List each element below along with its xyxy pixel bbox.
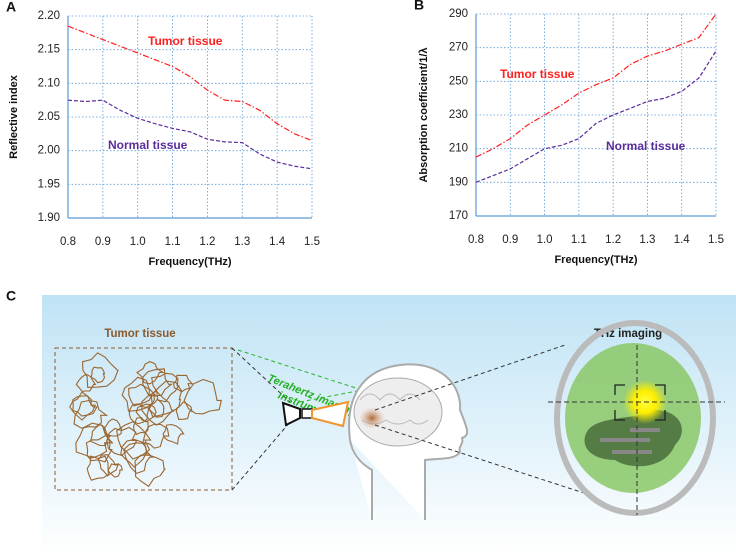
x-tick-label: 1.2: [605, 234, 621, 246]
target-bracket: [614, 384, 666, 421]
tissue-image: [600, 428, 660, 454]
x-tick-label: 1.5: [708, 234, 724, 246]
x-axis-label: Frequency(THz): [554, 254, 637, 266]
link-line: [374, 424, 591, 496]
cell: [136, 360, 165, 385]
panel-letter: A: [6, 0, 16, 15]
x-tick-label: 0.8: [468, 234, 484, 246]
cell: [106, 426, 138, 457]
y-tick-label: 230: [449, 109, 468, 121]
cell: [69, 391, 98, 421]
cell: [142, 368, 173, 397]
x-tick-label: 0.9: [502, 234, 518, 246]
cell: [123, 442, 154, 475]
series-label: Normal tissue: [108, 138, 188, 152]
tumor-label: Tumor tissue: [104, 328, 175, 340]
x-tick-label: 1.0: [537, 234, 553, 246]
y-tick-label: 170: [449, 210, 468, 222]
instrument: [311, 400, 350, 428]
series-line: [67, 25, 313, 142]
cell: [97, 454, 119, 477]
tumor-spot: [359, 407, 385, 429]
beam-line: [237, 349, 363, 391]
cell: [116, 421, 152, 460]
link-line: [231, 421, 291, 491]
cell: [183, 378, 222, 415]
instrument: [281, 401, 301, 427]
cell: [75, 373, 97, 392]
y-tick-label: 210: [449, 143, 468, 155]
x-tick-label: 1.0: [130, 236, 146, 248]
link-line: [231, 347, 291, 403]
series-line: [475, 50, 717, 183]
cell: [89, 423, 112, 447]
tissue-box: [54, 347, 233, 491]
y-tick-label: 2.20: [38, 10, 60, 22]
x-tick-label: 1.5: [304, 236, 320, 248]
y-tick-label: 270: [449, 42, 468, 54]
cell: [142, 423, 170, 449]
x-tick-label: 1.3: [639, 234, 655, 246]
x-tick-label: 1.3: [234, 236, 250, 248]
skull-ring: [554, 320, 716, 516]
cell: [107, 463, 124, 478]
x-tick-label: 1.4: [674, 234, 691, 246]
cell: [134, 454, 166, 488]
x-tick-label: 1.2: [199, 236, 215, 248]
cell: [86, 455, 109, 481]
x-axis-label: Frequency(THz): [148, 256, 231, 268]
brain: [353, 377, 443, 447]
y-tick-label: 190: [449, 176, 468, 188]
instrument: [301, 408, 313, 419]
y-tick-label: 1.90: [38, 212, 60, 224]
panel-letter: B: [414, 0, 424, 13]
y-tick-label: 2.00: [38, 145, 60, 157]
cell: [103, 418, 122, 437]
x-tick-label: 0.8: [60, 236, 76, 248]
y-axis-label: Reflective index: [8, 74, 20, 159]
imaging-label: THz imaging: [594, 328, 662, 340]
series-label: Tumor tissue: [148, 34, 223, 48]
beam-line: [299, 389, 363, 403]
cell: [75, 422, 114, 459]
series-line: [67, 99, 313, 170]
y-tick-label: 1.95: [38, 178, 60, 190]
cell: [147, 398, 165, 418]
cell: [175, 401, 193, 420]
panel-letter: C: [6, 288, 16, 304]
y-axis-label: Absorption coefficient/1/λ: [418, 47, 430, 182]
illustration: C Tumor tissue Terahertz imaging instrum…: [6, 288, 736, 555]
series-label: Normal tissue: [606, 139, 686, 153]
x-tick-label: 1.4: [269, 236, 286, 248]
cell: [128, 403, 150, 425]
cell: [128, 383, 153, 407]
cell: [162, 423, 185, 445]
y-tick-label: 2.05: [38, 111, 60, 123]
cell: [148, 380, 183, 417]
cell: [135, 403, 157, 423]
x-tick-label: 0.9: [95, 236, 111, 248]
y-tick-label: 290: [449, 8, 468, 20]
series-line: [475, 13, 717, 158]
cell: [73, 399, 109, 429]
cell: [121, 376, 157, 412]
x-tick-label: 1.1: [165, 236, 181, 248]
y-tick-label: 250: [449, 75, 468, 87]
x-tick-label: 1.1: [571, 234, 587, 246]
cell: [90, 366, 106, 384]
y-tick-label: 2.10: [38, 77, 60, 89]
cell: [82, 352, 119, 388]
tumor-cells: [69, 352, 222, 488]
cell: [72, 395, 96, 417]
y-tick-label: 2.15: [38, 44, 60, 56]
link-line: [374, 344, 566, 411]
cell: [85, 434, 113, 463]
series-label: Tumor tissue: [500, 67, 575, 81]
